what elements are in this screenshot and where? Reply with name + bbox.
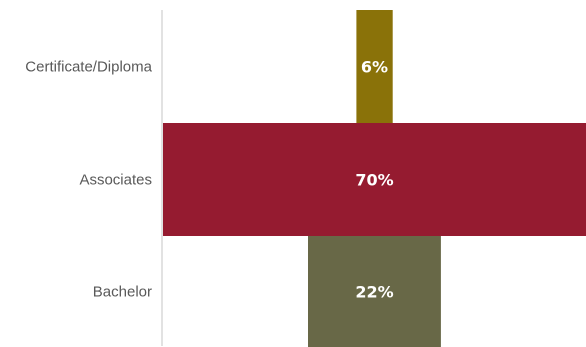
bar-associates — [163, 123, 586, 236]
category-label: Associates — [79, 172, 152, 189]
data-label: 22% — [355, 283, 393, 302]
category-label: Certificate/Diploma — [25, 59, 152, 76]
data-label: 70% — [355, 171, 393, 190]
bars-group: 6% 70% 22% — [163, 10, 586, 347]
category-label: Bachelor — [93, 284, 152, 301]
category-labels: Certificate/Diploma Associates Bachelor — [25, 59, 152, 301]
bar-bachelor — [308, 236, 441, 347]
data-label: 6% — [361, 58, 388, 77]
bar-certificate-diploma — [356, 10, 393, 123]
